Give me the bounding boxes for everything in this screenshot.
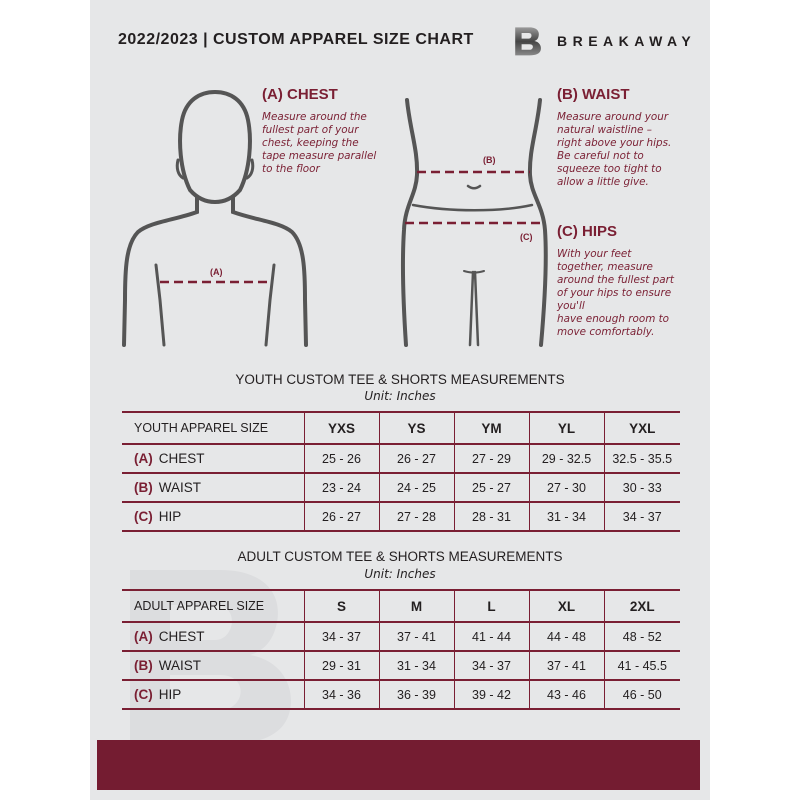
footer-bar xyxy=(97,740,700,790)
measurement-letter: (C) xyxy=(134,509,153,524)
body-figures: (A) (B) (C) xyxy=(122,89,548,347)
size-column-header: YL xyxy=(528,411,604,445)
size-column-header: 2XL xyxy=(603,589,680,623)
measurement-value: 34 - 37 xyxy=(603,501,680,532)
measurement-value: 27 - 28 xyxy=(378,501,454,532)
table-row: (C) HIP 34 - 36 36 - 39 39 - 42 43 - 46 46 - 5… xyxy=(122,679,680,710)
measurement-label: (A) CHEST xyxy=(122,443,304,474)
measurement-label: (C) HIP xyxy=(122,501,304,532)
chest-section-title: (A) CHEST xyxy=(262,86,338,103)
measurement-label: (B) WAIST xyxy=(122,472,304,503)
measurement-value: 27 - 30 xyxy=(528,472,604,503)
measurement-value: 23 - 24 xyxy=(303,472,379,503)
upper-body-figure xyxy=(122,89,308,347)
measurement-value: 26 - 27 xyxy=(303,501,379,532)
waist-section-title: (B) WAIST xyxy=(557,86,630,103)
table-row: (C) HIP 26 - 27 27 - 28 28 - 31 31 - 34 34 - 3… xyxy=(122,501,680,532)
measurement-value: 27 - 29 xyxy=(453,443,529,474)
table-row: (B) WAIST 29 - 31 31 - 34 34 - 37 37 - 41 41 -… xyxy=(122,650,680,681)
measurement-name: WAIST xyxy=(158,658,201,673)
measurement-value: 37 - 41 xyxy=(528,650,604,681)
measurement-value: 34 - 36 xyxy=(303,679,379,710)
measurement-letter: (A) xyxy=(134,629,153,644)
measurement-name: CHEST xyxy=(158,629,205,644)
size-column-header: L xyxy=(453,589,529,623)
measurement-name: CHEST xyxy=(158,451,205,466)
size-column-header: S xyxy=(303,589,379,623)
size-column-header: YXL xyxy=(603,411,680,445)
measurement-value: 41 - 45.5 xyxy=(603,650,680,681)
measurement-value: 31 - 34 xyxy=(528,501,604,532)
measurement-value: 37 - 41 xyxy=(378,621,454,652)
measurement-value: 25 - 27 xyxy=(453,472,529,503)
lower-body-figure xyxy=(400,98,548,347)
table-row: (A) CHEST 34 - 37 37 - 41 41 - 44 44 - 48 48 -… xyxy=(122,621,680,652)
size-column-header: M xyxy=(378,589,454,623)
measurement-value: 48 - 52 xyxy=(603,621,680,652)
measurement-value: 25 - 26 xyxy=(303,443,379,474)
hips-section-text: With your feet together, measure around … xyxy=(557,248,674,338)
measurement-name: HIP xyxy=(158,509,182,524)
measurement-name: WAIST xyxy=(158,480,201,495)
adult-size-label: ADULT APPAREL SIZE xyxy=(122,589,304,623)
waist-marker: (B) xyxy=(483,155,496,165)
measurement-value: 29 - 31 xyxy=(303,650,379,681)
breakaway-logo-icon xyxy=(515,27,541,56)
table-row: (A) CHEST 25 - 26 26 - 27 27 - 29 29 - 32.5 32… xyxy=(122,443,680,474)
measurement-label: (C) HIP xyxy=(122,679,304,710)
measurement-value: 43 - 46 xyxy=(528,679,604,710)
measurement-letter: (A) xyxy=(134,451,153,466)
measurement-value: 24 - 25 xyxy=(378,472,454,503)
measurement-value: 41 - 44 xyxy=(453,621,529,652)
measurement-value: 46 - 50 xyxy=(603,679,680,710)
measurement-value: 30 - 33 xyxy=(603,472,680,503)
measurement-value: 34 - 37 xyxy=(453,650,529,681)
hips-section-title: (C) HIPS xyxy=(557,223,617,240)
hips-marker: (C) xyxy=(520,232,533,242)
measurement-label: (A) CHEST xyxy=(122,621,304,652)
chest-marker: (A) xyxy=(210,267,223,277)
measurement-value: 44 - 48 xyxy=(528,621,604,652)
size-column-header: YM xyxy=(453,411,529,445)
size-column-header: XL xyxy=(528,589,604,623)
measurement-label: (B) WAIST xyxy=(122,650,304,681)
measurement-letter: (B) xyxy=(134,658,153,673)
brand-name: BREAKAWAY xyxy=(557,33,697,49)
measurement-value: 39 - 42 xyxy=(453,679,529,710)
chest-section-text: Measure around the fullest part of your … xyxy=(262,111,377,175)
measurement-value: 34 - 37 xyxy=(303,621,379,652)
measurement-letter: (B) xyxy=(134,480,153,495)
adult-table-title: ADULT CUSTOM TEE & SHORTS MEASUREMENTS xyxy=(237,549,563,564)
size-column-header: YS xyxy=(378,411,454,445)
youth-table-title: YOUTH CUSTOM TEE & SHORTS MEASUREMENTS xyxy=(235,372,565,387)
adult-size-table: ADULT APPAREL SIZE S M L XL 2XL (A) CHEST 34 - 3… xyxy=(122,589,680,710)
youth-table-unit: Unit: Inches xyxy=(364,389,436,403)
youth-size-label: YOUTH APPAREL SIZE xyxy=(122,411,304,445)
measurement-name: HIP xyxy=(158,687,182,702)
youth-header-row: YOUTH APPAREL SIZE YXS YS YM YL YXL xyxy=(122,411,680,445)
measurement-value: 29 - 32.5 xyxy=(528,443,604,474)
measurement-value: 31 - 34 xyxy=(378,650,454,681)
adult-header-row: ADULT APPAREL SIZE S M L XL 2XL xyxy=(122,589,680,623)
youth-size-table: YOUTH APPAREL SIZE YXS YS YM YL YXL (A) CHEST 25… xyxy=(122,411,680,532)
size-column-header: YXS xyxy=(303,411,379,445)
measurement-value: 36 - 39 xyxy=(378,679,454,710)
measurement-value: 28 - 31 xyxy=(453,501,529,532)
adult-table-unit: Unit: Inches xyxy=(364,567,436,581)
measurement-value: 32.5 - 35.5 xyxy=(603,443,680,474)
page-title: 2022/2023 | CUSTOM APPAREL SIZE CHART xyxy=(118,31,474,48)
measurement-letter: (C) xyxy=(134,687,153,702)
table-row: (B) WAIST 23 - 24 24 - 25 25 - 27 27 - 30 30 -… xyxy=(122,472,680,503)
measurement-value: 26 - 27 xyxy=(378,443,454,474)
waist-section-text: Measure around your natural waistline – … xyxy=(557,111,672,188)
